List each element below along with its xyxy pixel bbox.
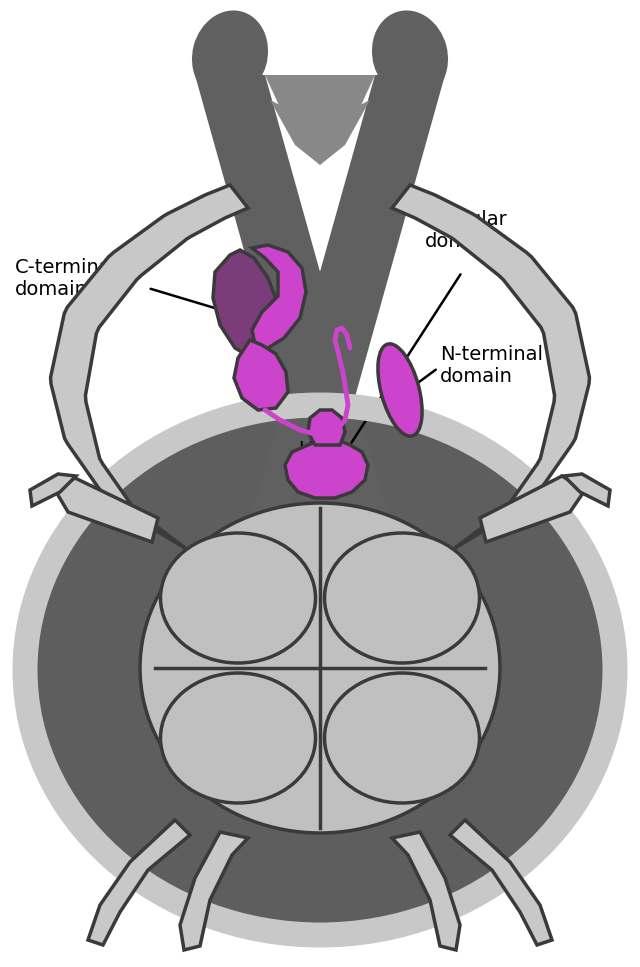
Polygon shape <box>265 75 375 160</box>
Polygon shape <box>308 410 345 445</box>
Ellipse shape <box>378 344 422 436</box>
Polygon shape <box>180 832 248 950</box>
Polygon shape <box>55 478 158 542</box>
Polygon shape <box>51 185 248 548</box>
Polygon shape <box>480 476 585 542</box>
Polygon shape <box>392 185 589 548</box>
Ellipse shape <box>161 533 316 663</box>
Text: C-terminal
domain: C-terminal domain <box>15 258 117 299</box>
Polygon shape <box>392 832 460 950</box>
Polygon shape <box>252 245 306 348</box>
Ellipse shape <box>324 533 479 663</box>
Ellipse shape <box>324 673 479 803</box>
Text: Globular
domain: Globular domain <box>425 210 508 251</box>
Polygon shape <box>245 75 445 540</box>
Text: N-terminal
domain: N-terminal domain <box>440 345 543 386</box>
Polygon shape <box>285 438 368 498</box>
Polygon shape <box>213 250 278 358</box>
Polygon shape <box>195 75 395 540</box>
Ellipse shape <box>192 11 268 100</box>
Polygon shape <box>270 100 370 165</box>
Ellipse shape <box>140 503 500 833</box>
Text: H5: H5 <box>298 440 325 459</box>
Ellipse shape <box>372 11 448 100</box>
Ellipse shape <box>161 673 316 803</box>
Polygon shape <box>450 820 552 945</box>
Polygon shape <box>234 340 288 410</box>
Polygon shape <box>88 820 190 945</box>
Polygon shape <box>564 474 610 506</box>
Ellipse shape <box>30 410 610 930</box>
Polygon shape <box>30 474 76 506</box>
